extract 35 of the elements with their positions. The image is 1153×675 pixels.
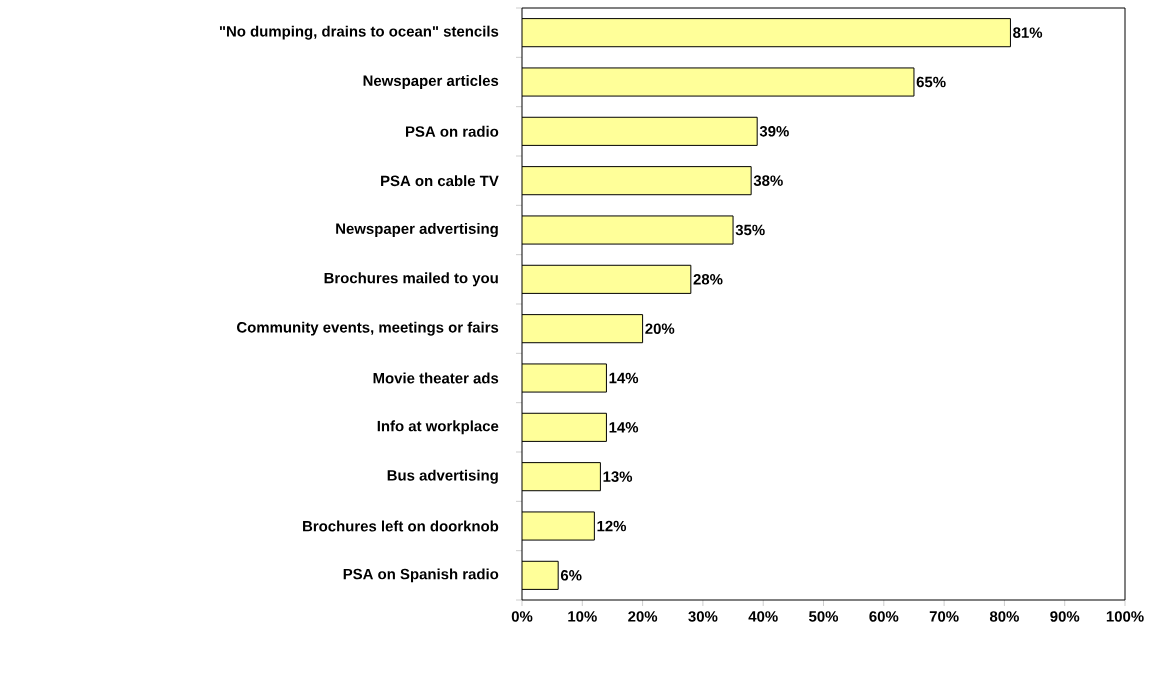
x-tick-label: 70% [929,611,959,622]
x-tick-label: 10% [568,611,597,622]
y-tick-label: PSA on radio [406,125,499,137]
x-tick-label: 60% [869,611,899,622]
y-tick-label: Brochures mailed to you [324,272,498,287]
x-tick-label: 40% [748,611,778,622]
data-label: 35% [735,224,765,236]
y-tick-label: Info at workplace [377,420,499,435]
x-tick-label: 20% [628,611,658,622]
y-tick-label: Newspaper advertising [336,223,498,238]
data-label: 14% [609,372,639,384]
y-tick-label: Bus advertising [387,469,498,484]
x-tick-label: 50% [809,611,839,622]
data-label: 38% [753,175,783,186]
data-label: 39% [759,126,789,137]
y-tick-label: "No dumping, drains to ocean" stencils [219,25,499,40]
data-label: 28% [693,274,723,285]
x-tick-label: 90% [1050,611,1080,622]
x-tick-label: 30% [688,611,718,622]
x-tick-label: 80% [989,611,1019,622]
data-label: 13% [603,471,633,482]
x-tick-label: 0% [511,611,533,622]
y-tick-label: PSA on Spanish radio [343,568,499,583]
data-label: 20% [645,323,675,334]
x-tick-label: 100% [1106,611,1144,622]
y-tick-label: Community events, meetings or fairs [237,321,499,336]
y-tick-label: Brochures left on doorknob [303,520,499,532]
data-label: 12% [597,520,627,532]
y-tick-label: PSA on cable TV [381,175,499,187]
data-label: 14% [609,422,639,433]
y-tick-label: Newspaper articles [363,75,499,89]
data-label: 81% [1013,27,1043,38]
y-tick-label: Movie theater ads [373,372,499,384]
data-label: 6% [560,570,582,581]
data-label: 65% [916,76,946,88]
